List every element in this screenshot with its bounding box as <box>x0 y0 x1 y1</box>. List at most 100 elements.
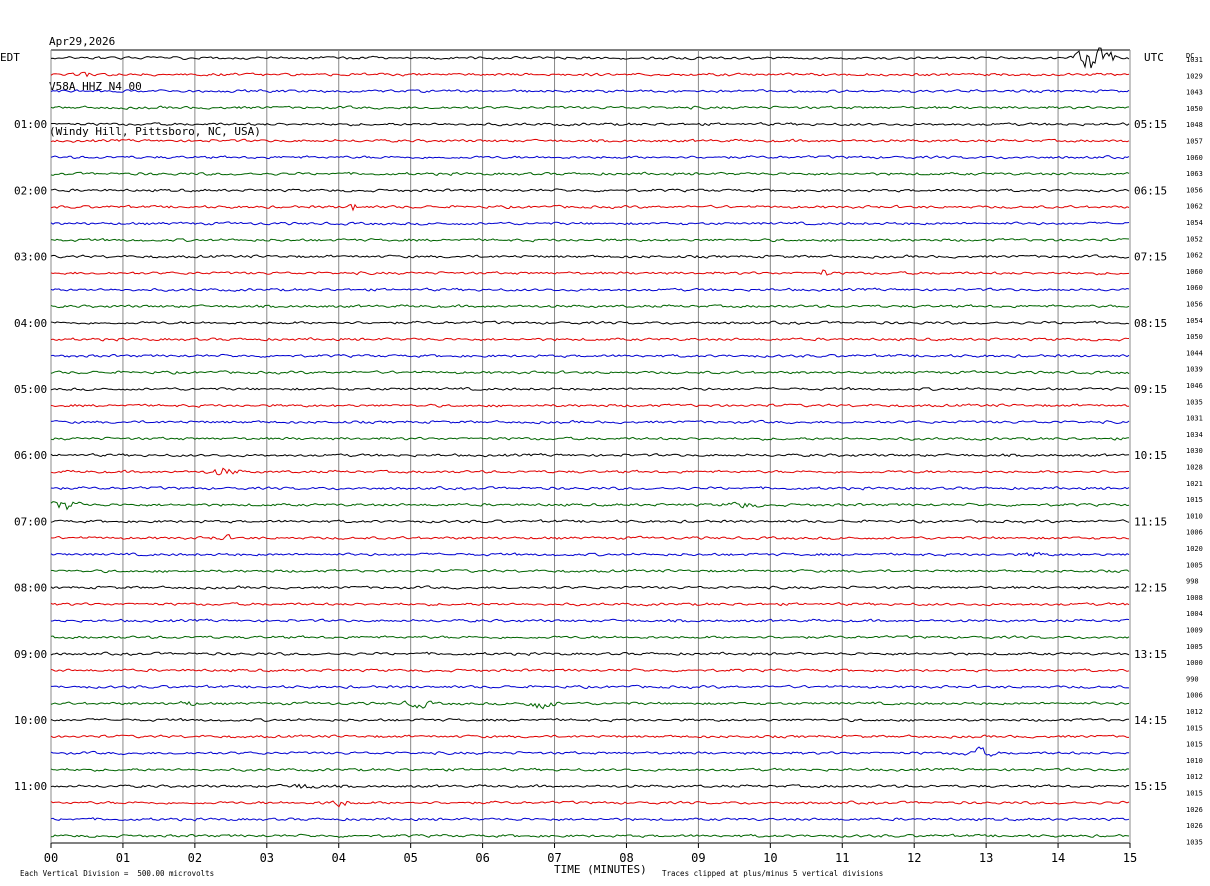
edt-hour-label: 04:00 <box>14 317 47 330</box>
trace-row-12 <box>50 254 1130 259</box>
edt-hour-label: 05:00 <box>14 383 47 396</box>
trace-row-23 <box>50 436 1130 441</box>
trace-row-41 <box>50 734 1129 739</box>
trace-row-45 <box>50 800 1130 808</box>
utc-hour-label: 10:15 <box>1134 449 1167 462</box>
trace-row-9 <box>50 203 1130 212</box>
dc-value: 1035 <box>1186 838 1203 846</box>
trace-row-29 <box>50 534 1130 541</box>
x-tick-label: 12 <box>907 851 921 865</box>
utc-hour-label: 12:15 <box>1134 582 1167 595</box>
dc-value: 1010 <box>1186 512 1203 520</box>
trace-row-3 <box>50 105 1130 110</box>
trace-row-18 <box>50 353 1130 358</box>
dc-value: 1026 <box>1186 822 1203 830</box>
edt-hour-label: 08:00 <box>14 582 47 595</box>
trace-row-14 <box>50 287 1130 292</box>
dc-value: 1012 <box>1186 708 1203 716</box>
dc-column-title: DC <box>1186 52 1194 60</box>
trace-row-36 <box>50 651 1130 657</box>
dc-value: 1015 <box>1186 790 1203 798</box>
dc-value: 1052 <box>1186 235 1203 243</box>
dc-value: 1030 <box>1186 447 1203 455</box>
dc-value: 1004 <box>1186 610 1203 618</box>
trace-row-11 <box>50 238 1130 243</box>
edt-hour-label: 10:00 <box>14 714 47 727</box>
scale-note: Each Vertical Division = 500.00 microvol… <box>20 869 214 878</box>
dc-value: 1020 <box>1186 545 1203 553</box>
edt-hour-label: 09:00 <box>14 648 47 661</box>
dc-value: 1060 <box>1186 284 1203 292</box>
chart-labels: 00 01 02 03 04 05 06 07 08 09 10 11 12 13 14 15 01:00 02:… <box>14 56 1203 865</box>
edt-hour-label: 03:00 <box>14 251 47 264</box>
dc-value: 1008 <box>1186 594 1203 602</box>
utc-hour-label: 07:15 <box>1134 251 1167 264</box>
edt-hour-label: 07:00 <box>14 515 47 528</box>
trace-row-10 <box>50 221 1130 226</box>
utc-hour-label: 09:15 <box>1134 383 1167 396</box>
dc-value: 1005 <box>1186 643 1203 651</box>
dc-value: 998 <box>1186 578 1199 586</box>
dc-value: 1039 <box>1186 366 1203 374</box>
station-location: (Windy Hill, Pittsboro, NC, USA) <box>49 125 261 138</box>
x-tick-label: 07 <box>547 851 561 865</box>
station-code: V58A HHZ N4 00 <box>49 80 142 93</box>
x-tick-label: 13 <box>979 851 993 865</box>
x-tick-label: 02 <box>188 851 202 865</box>
x-axis-label: TIME (MINUTES) <box>554 863 647 876</box>
x-tick-label: 15 <box>1123 851 1137 865</box>
dc-value: 1034 <box>1186 431 1203 439</box>
trace-row-46 <box>50 817 1130 822</box>
trace-row-38 <box>51 684 1130 690</box>
trace-row-32 <box>50 585 1130 590</box>
dc-value: 1056 <box>1186 186 1203 194</box>
x-tick-label: 04 <box>332 851 346 865</box>
x-tick-label: 11 <box>835 851 849 865</box>
dc-value: 1043 <box>1186 89 1203 97</box>
dc-value: 1006 <box>1186 692 1203 700</box>
trace-row-20 <box>50 386 1130 392</box>
chart-grid <box>50 49 1131 848</box>
dc-value: 1056 <box>1186 301 1203 309</box>
dc-value: 1006 <box>1186 529 1203 537</box>
x-tick-label: 01 <box>116 851 130 865</box>
edt-hour-label: 01:00 <box>14 118 47 131</box>
trace-row-25 <box>50 467 1130 476</box>
dc-value: 1015 <box>1186 496 1203 504</box>
dc-value: 1050 <box>1186 333 1203 341</box>
trace-row-15 <box>50 304 1130 309</box>
trace-row-27 <box>50 501 1130 511</box>
plot-header: Apr29,2026 V58A HHZ N4 00 (Windy Hill, P… <box>49 4 261 154</box>
dc-value: 1031 <box>1186 56 1203 64</box>
dc-value: 1063 <box>1186 170 1203 178</box>
dc-value: 1062 <box>1186 252 1203 260</box>
dc-value: 1005 <box>1186 561 1203 569</box>
x-tick-label: 00 <box>44 851 58 865</box>
x-tick-label: 08 <box>619 851 633 865</box>
trace-row-1 <box>50 71 1130 78</box>
dc-value: 1028 <box>1186 464 1203 472</box>
dc-value: 1029 <box>1186 72 1203 80</box>
trace-row-5 <box>50 138 1130 143</box>
trace-row-6 <box>50 155 1130 160</box>
dc-value: 1021 <box>1186 480 1203 488</box>
utc-hour-label: 13:15 <box>1134 648 1167 661</box>
clip-note: Traces clipped at plus/minus 5 vertical … <box>662 869 883 878</box>
trace-row-35 <box>50 635 1130 640</box>
trace-row-2 <box>50 89 1130 94</box>
trace-row-26 <box>50 486 1130 491</box>
trace-row-42 <box>50 746 1130 757</box>
dc-value: 1060 <box>1186 268 1203 276</box>
dc-value: 1048 <box>1186 121 1203 129</box>
trace-row-40 <box>50 717 1130 723</box>
dc-value: 1054 <box>1186 219 1203 227</box>
trace-row-34 <box>50 618 1130 623</box>
utc-hour-label: 08:15 <box>1134 317 1167 330</box>
plot-date: Apr29,2026 <box>49 35 116 48</box>
trace-row-37 <box>50 668 1130 673</box>
trace-row-30 <box>50 551 1130 557</box>
dc-value: 1015 <box>1186 741 1203 749</box>
dc-value: 990 <box>1186 675 1199 683</box>
trace-row-43 <box>50 767 1130 772</box>
